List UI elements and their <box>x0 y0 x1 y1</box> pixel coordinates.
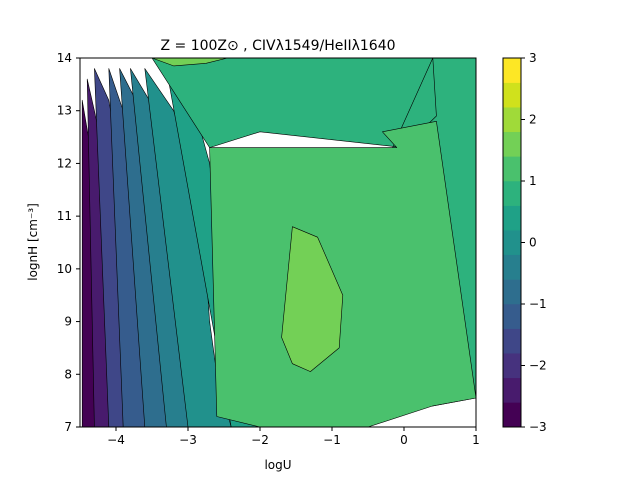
contour-band-10 <box>209 121 476 427</box>
x-tick-label: −4 <box>107 433 125 447</box>
x-tick-label: 1 <box>472 433 480 447</box>
colorbar-band <box>502 229 522 256</box>
colorbar-band <box>502 57 522 83</box>
colorbar-band <box>502 377 522 403</box>
colorbar-band <box>502 156 522 182</box>
colorbar-tick-label: 0 <box>529 236 537 250</box>
y-axis-label: lognH [cm⁻³] <box>26 203 40 281</box>
contour-band-11 <box>281 226 344 372</box>
x-tick-label: −3 <box>179 433 197 447</box>
y-tick-label: 12 <box>57 156 72 170</box>
colorbar-band <box>502 254 522 280</box>
plot-frame <box>79 57 477 428</box>
contour-band-12 <box>151 58 228 67</box>
colorbar-tick-label: −2 <box>529 359 547 373</box>
y-tick-label: 8 <box>64 367 72 381</box>
colorbar-band <box>502 180 522 206</box>
x-tick-label: −1 <box>323 433 341 447</box>
x-tick-label: 0 <box>400 433 408 447</box>
colorbar-band <box>502 303 522 329</box>
chart-title: Z = 100Z⊙ , CIVλ1549/HeIIλ1640 <box>160 38 395 54</box>
y-tick-label: 11 <box>57 209 72 223</box>
y-tick-label: 7 <box>64 420 72 434</box>
colorbar-tick-label: 1 <box>529 174 537 188</box>
colorbar-tick-label: −1 <box>529 297 547 311</box>
colorbar-tick-label: −3 <box>529 420 547 434</box>
colorbar-band <box>502 328 522 354</box>
x-axis-label: logU <box>264 458 291 472</box>
colorbar-tick-label: 2 <box>529 113 537 127</box>
contour-bands <box>81 58 476 427</box>
colorbar-band <box>502 402 522 428</box>
colorbar-band <box>502 131 522 157</box>
x-tick-label: −2 <box>251 433 269 447</box>
y-tick-label: 14 <box>57 51 72 65</box>
y-tick-label: 10 <box>57 262 72 276</box>
colorbar: −3 −2 −1 0 1 2 3 <box>502 51 547 434</box>
colorbar-band <box>502 352 522 379</box>
y-tick-label: 9 <box>64 315 72 329</box>
colorbar-band <box>502 279 522 305</box>
y-tick-label: 13 <box>57 104 72 118</box>
colorbar-band <box>502 106 522 133</box>
colorbar-band <box>502 82 522 108</box>
plot-area: −4 −3 −2 −1 0 1 7 8 9 10 11 12 13 14 <box>57 51 480 447</box>
colorbar-tick-label: 3 <box>529 51 537 65</box>
colorbar-band <box>502 205 522 231</box>
